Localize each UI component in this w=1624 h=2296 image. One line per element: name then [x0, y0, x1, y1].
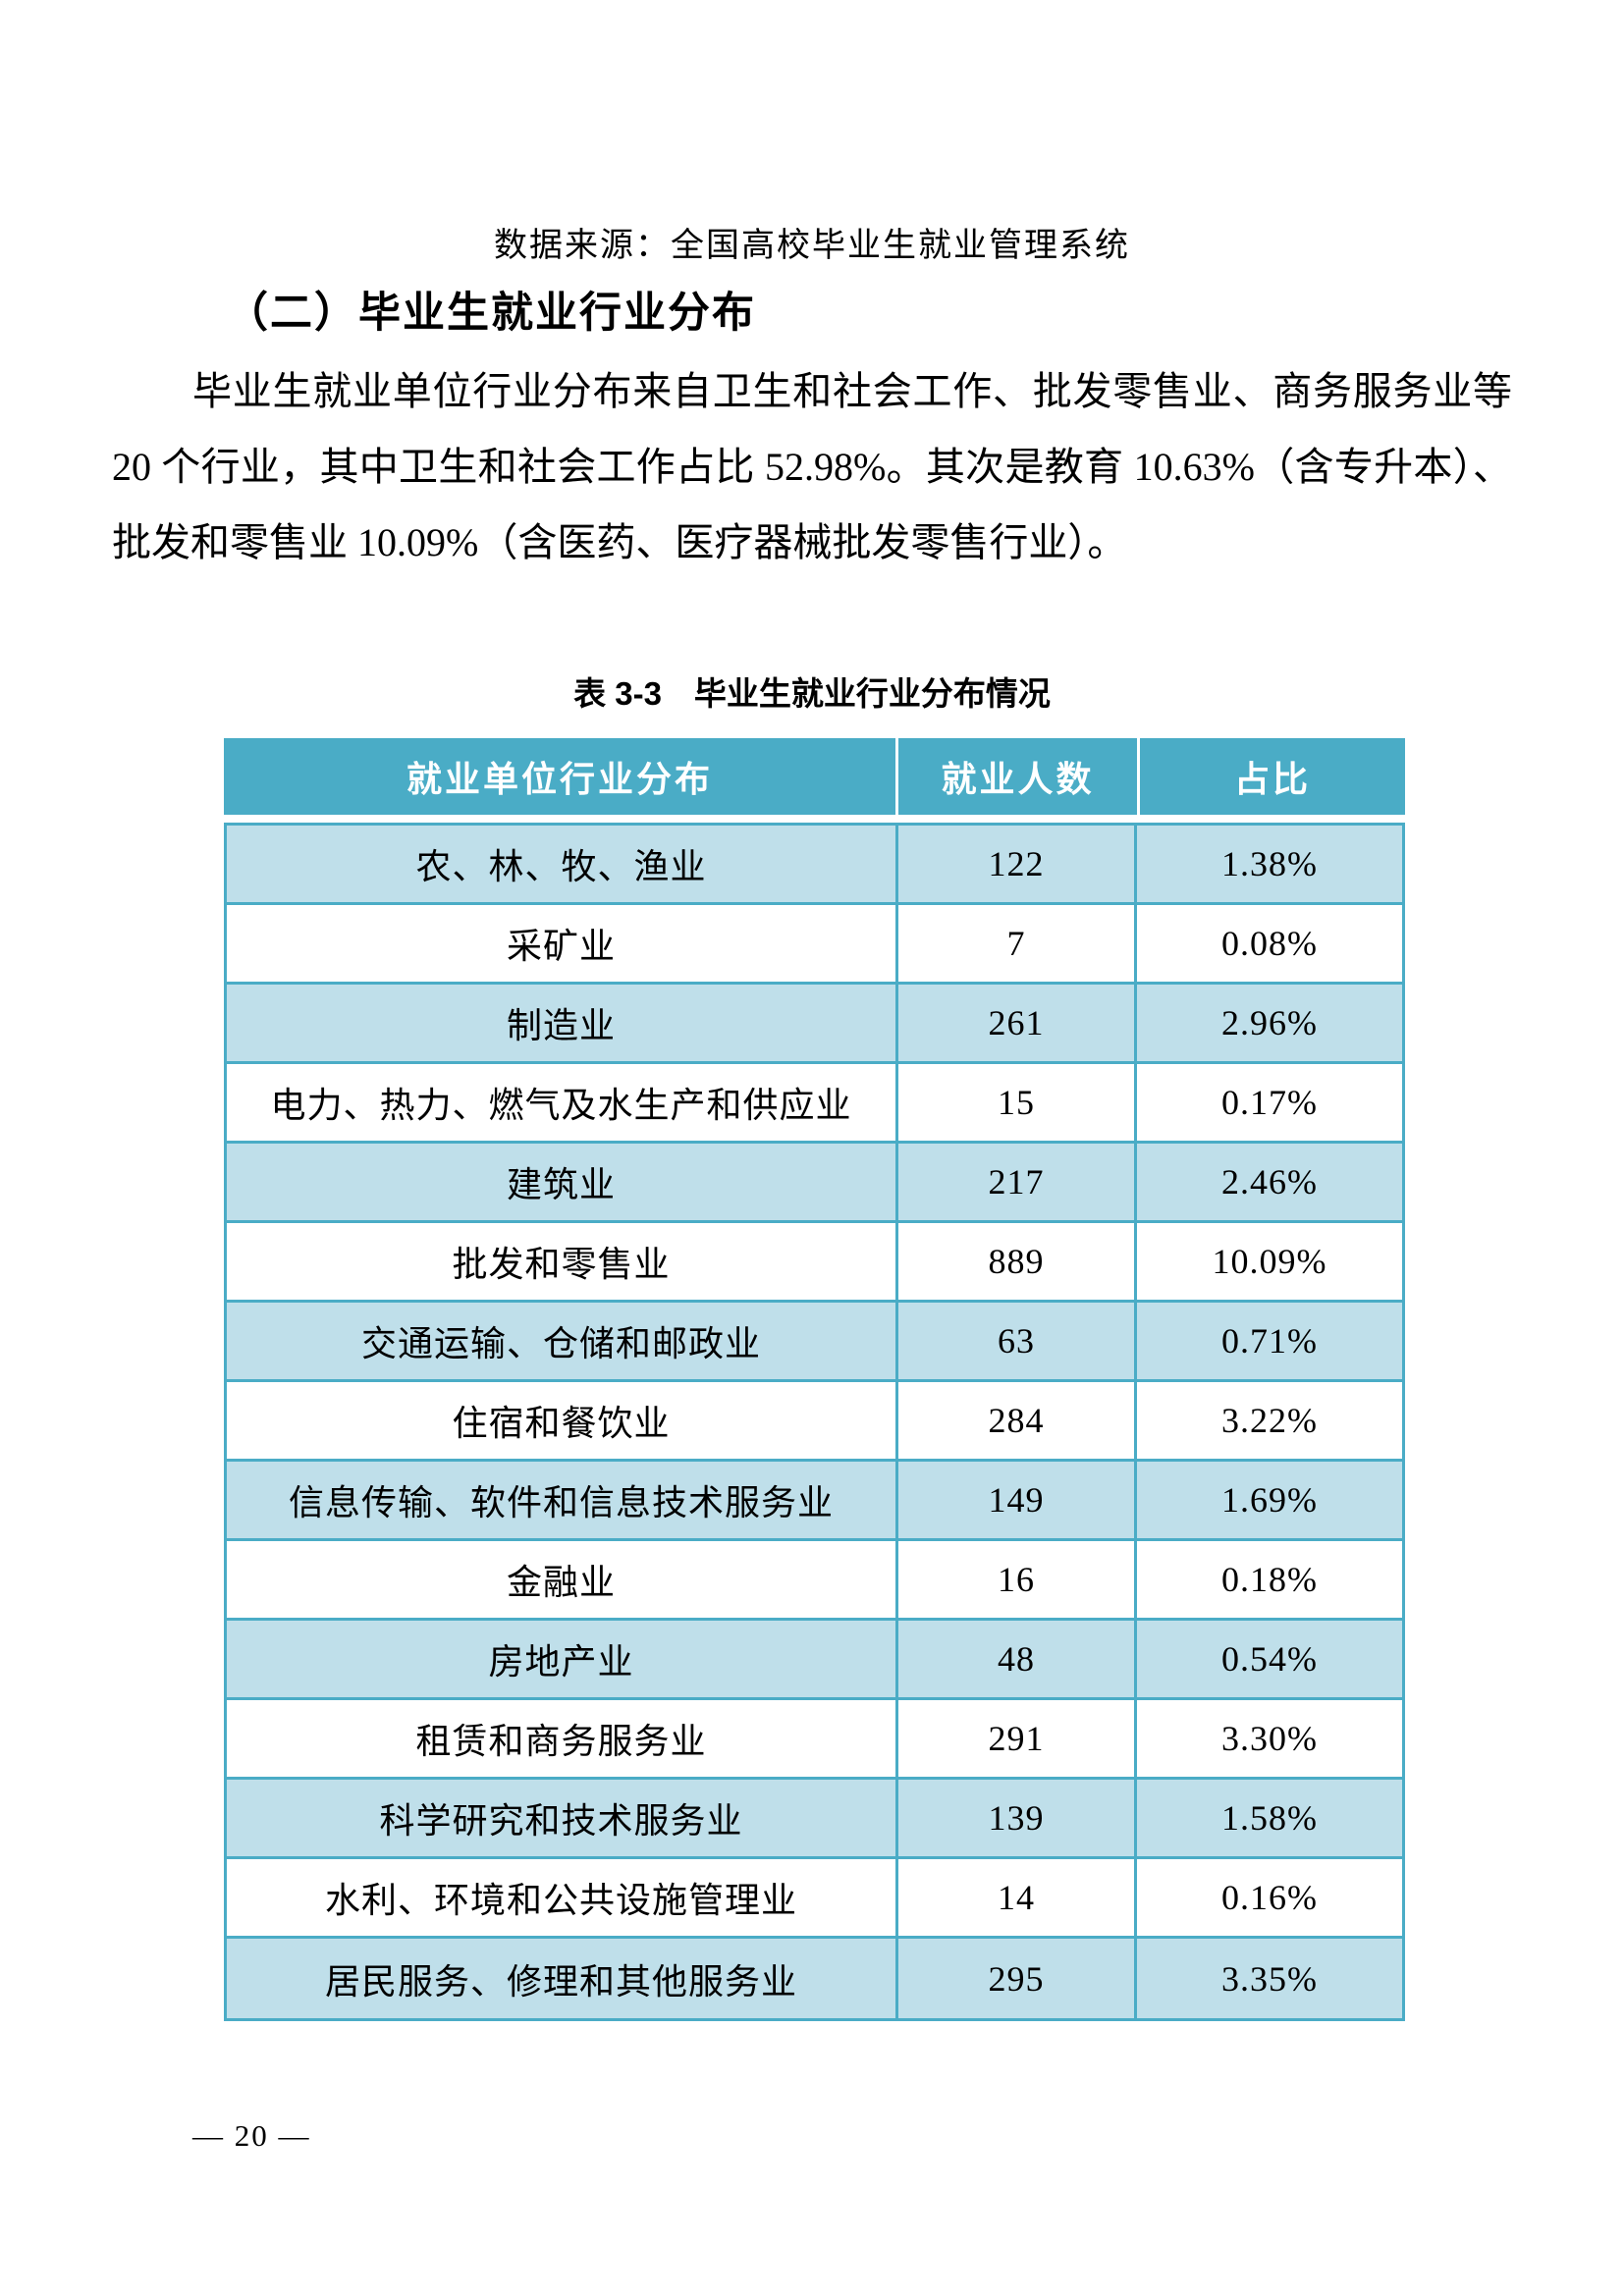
industry-cell: 租赁和商务服务业 [227, 1700, 898, 1777]
employment-industry-table: 就业单位行业分布 就业人数 占比 农、林、牧、渔业 122 1.38% 采矿业 7 0.0… [224, 738, 1405, 2021]
industry-cell: 建筑业 [227, 1144, 898, 1220]
body-paragraph: 毕业生就业单位行业分布来自卫生和社会工作、批发零售业、商务服务业等 20 个行业… [112, 369, 1512, 564]
industry-cell: 房地产业 [227, 1621, 898, 1697]
share-cell: 0.18% [1221, 1560, 1318, 1599]
count-cell: 217 [898, 1144, 1137, 1220]
col-header-count: 就业人数 [898, 738, 1137, 815]
share-cell: 0.54% [1221, 1639, 1318, 1679]
count-cell: 291 [898, 1700, 1137, 1777]
industry-cell: 农、林、牧、渔业 [227, 826, 898, 902]
share-cell: 2.46% [1221, 1162, 1318, 1201]
section-heading: （二）毕业生就业行业分布 [226, 291, 756, 337]
table-row: 农、林、牧、渔业 122 1.38% [227, 826, 1402, 905]
share-cell: 3.30% [1221, 1719, 1318, 1758]
industry-cell: 制造业 [227, 985, 898, 1061]
share-cell: 1.69% [1221, 1480, 1318, 1520]
table-row: 住宿和餐饮业 284 3.22% [227, 1382, 1402, 1462]
count-cell: 295 [898, 1939, 1137, 2018]
industry-cell: 电力、热力、燃气及水生产和供应业 [227, 1064, 898, 1141]
share-cell: 3.22% [1221, 1401, 1318, 1440]
industry-cell: 居民服务、修理和其他服务业 [227, 1939, 898, 2018]
count-cell: 284 [898, 1382, 1137, 1459]
table-row: 金融业 16 0.18% [227, 1541, 1402, 1621]
share-cell: 10.09% [1212, 1242, 1327, 1281]
count-cell: 48 [898, 1621, 1137, 1697]
industry-cell: 科学研究和技术服务业 [227, 1780, 898, 1856]
share-cell: 2.96% [1221, 1003, 1318, 1042]
col-header-industry: 就业单位行业分布 [224, 738, 895, 815]
table-caption: 表 3-3 毕业生就业行业分布情况 [573, 675, 1051, 712]
col-header-share: 占比 [1140, 738, 1405, 815]
table-row: 制造业 261 2.96% [227, 985, 1402, 1064]
industry-cell: 金融业 [227, 1541, 898, 1618]
industry-cell: 水利、环境和公共设施管理业 [227, 1859, 898, 1936]
table-row: 建筑业 217 2.46% [227, 1144, 1402, 1223]
table-row: 批发和零售业 889 10.09% [227, 1223, 1402, 1303]
count-cell: 122 [898, 826, 1137, 902]
table-row: 租赁和商务服务业 291 3.30% [227, 1700, 1402, 1780]
industry-cell: 住宿和餐饮业 [227, 1382, 898, 1459]
count-cell: 261 [898, 985, 1137, 1061]
count-cell: 149 [898, 1462, 1137, 1538]
count-cell: 63 [898, 1303, 1137, 1379]
table-row: 水利、环境和公共设施管理业 14 0.16% [227, 1859, 1402, 1939]
share-cell: 3.35% [1221, 1958, 1318, 1999]
industry-cell: 批发和零售业 [227, 1223, 898, 1300]
page-number: — 20 — [192, 2118, 311, 2153]
count-cell: 889 [898, 1223, 1137, 1300]
industry-cell: 交通运输、仓储和邮政业 [227, 1303, 898, 1379]
count-cell: 14 [898, 1859, 1137, 1936]
share-cell: 0.71% [1221, 1321, 1318, 1361]
table-body: 农、林、牧、渔业 122 1.38% 采矿业 7 0.08% 制造业 261 2.96% 电力、热… [224, 823, 1405, 2021]
share-cell: 0.16% [1221, 1878, 1318, 1917]
table-row: 居民服务、修理和其他服务业 295 3.35% [227, 1939, 1402, 2018]
share-cell: 0.08% [1221, 924, 1318, 963]
table-header-row: 就业单位行业分布 就业人数 占比 [224, 738, 1405, 815]
table-row: 采矿业 7 0.08% [227, 905, 1402, 985]
table-row: 信息传输、软件和信息技术服务业 149 1.69% [227, 1462, 1402, 1541]
count-cell: 15 [898, 1064, 1137, 1141]
share-cell: 1.58% [1221, 1798, 1318, 1838]
count-cell: 16 [898, 1541, 1137, 1618]
data-source-note: 数据来源：全国高校毕业生就业管理系统 [494, 228, 1130, 264]
count-cell: 7 [898, 905, 1137, 982]
industry-cell: 采矿业 [227, 905, 898, 982]
industry-cell: 信息传输、软件和信息技术服务业 [227, 1462, 898, 1538]
table-row: 交通运输、仓储和邮政业 63 0.71% [227, 1303, 1402, 1382]
table-row: 房地产业 48 0.54% [227, 1621, 1402, 1700]
share-cell: 1.38% [1221, 844, 1318, 883]
share-cell: 0.17% [1221, 1083, 1318, 1122]
table-row: 电力、热力、燃气及水生产和供应业 15 0.17% [227, 1064, 1402, 1144]
count-cell: 139 [898, 1780, 1137, 1856]
table-row: 科学研究和技术服务业 139 1.58% [227, 1780, 1402, 1859]
